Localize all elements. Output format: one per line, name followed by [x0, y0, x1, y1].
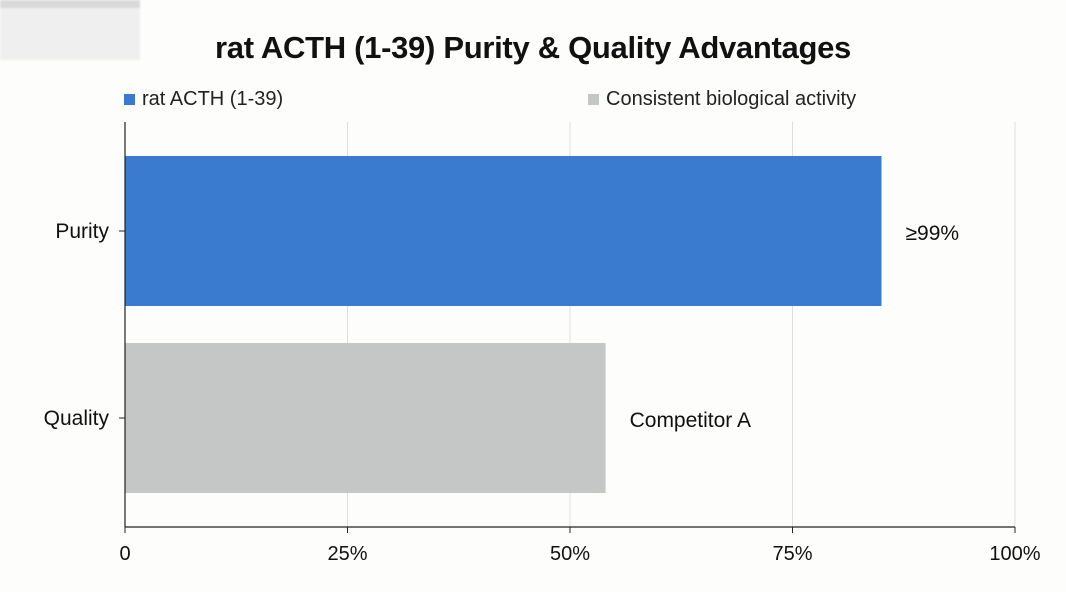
bar-data-label: ≥99%: [906, 222, 960, 245]
x-tick-label: 75%: [772, 543, 812, 565]
legend-swatch: [588, 94, 599, 105]
legend-item-biological-activity: Consistent biological activity: [588, 88, 856, 111]
y-tick-label: Quality: [44, 407, 110, 430]
chart-title: rat ACTH (1-39) Purity & Quality Advanta…: [215, 30, 851, 65]
x-tick-label: 100%: [989, 543, 1040, 565]
legend-swatch: [124, 94, 135, 105]
bar-quality: [125, 343, 606, 493]
chart-legend: rat ACTH (1-39) Consistent biological ac…: [0, 88, 1066, 114]
x-tick-label: 25%: [327, 543, 367, 565]
legend-item-rat-acth: rat ACTH (1-39): [124, 88, 283, 111]
bar-data-label: Competitor A: [630, 409, 751, 432]
corner-artifact: [0, 0, 140, 60]
bar-purity: [125, 156, 882, 306]
x-tick-label: 0: [119, 543, 130, 565]
legend-label: Consistent biological activity: [606, 88, 857, 110]
legend-label: rat ACTH (1-39): [142, 88, 284, 110]
y-tick-label: Purity: [55, 220, 109, 243]
x-tick-label: 50%: [550, 543, 590, 565]
